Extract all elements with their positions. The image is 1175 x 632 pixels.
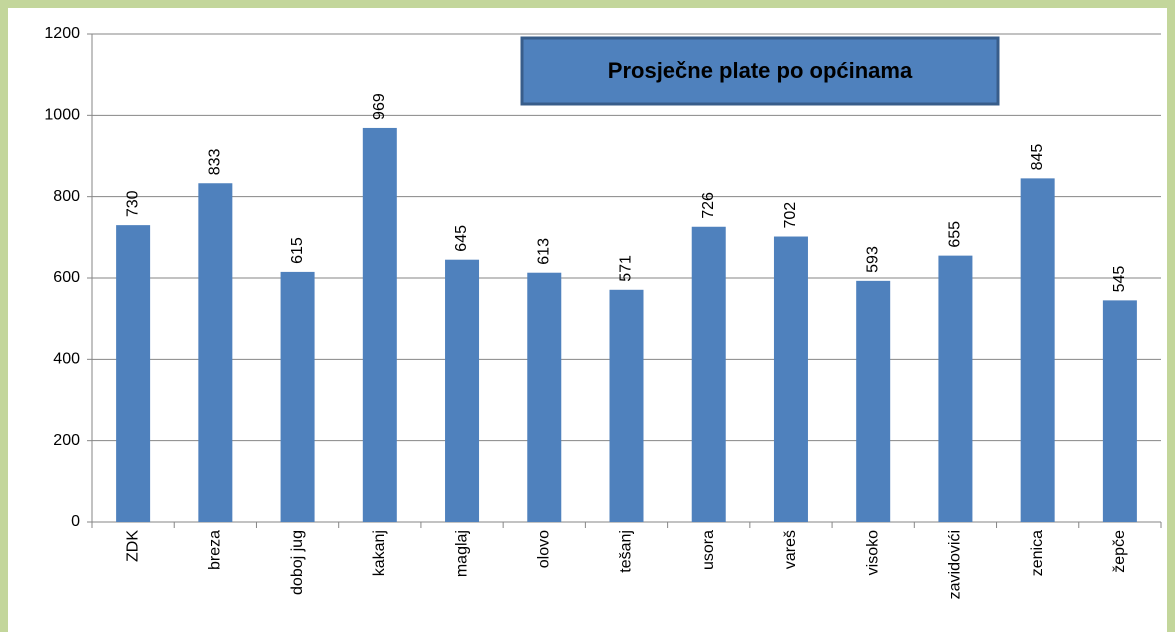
bar: [445, 259, 480, 522]
value-label: 969: [371, 93, 388, 120]
x-tick-label: breza: [207, 530, 224, 570]
y-tick-label: 0: [71, 513, 80, 530]
y-tick-label: 1000: [44, 107, 80, 124]
value-label: 655: [947, 221, 964, 248]
value-label: 726: [700, 192, 717, 219]
value-label: 645: [453, 225, 470, 252]
x-tick-label: žepče: [1111, 530, 1128, 573]
value-label: 545: [1111, 266, 1128, 293]
title-box: [520, 36, 1000, 106]
bar: [198, 183, 233, 522]
y-tick-label: 600: [53, 269, 80, 286]
y-tick-label: 1200: [44, 25, 80, 42]
value-label: 571: [618, 255, 635, 282]
x-tick-label: maglaj: [453, 530, 470, 577]
value-label: 845: [1029, 144, 1046, 171]
x-tick-label: doboj jug: [289, 530, 306, 595]
x-tick-label: vareš: [782, 530, 799, 569]
bar: [1020, 178, 1055, 522]
chart-title: Prosječne plate po općinama: [608, 58, 913, 83]
value-label: 615: [289, 237, 306, 264]
bar: [856, 280, 891, 522]
y-tick-label: 200: [53, 432, 80, 449]
value-label: 702: [782, 202, 799, 229]
x-tick-label: usora: [700, 530, 717, 570]
x-tick-label: ZDK: [124, 530, 141, 562]
bar: [773, 236, 808, 522]
x-tick-label: olovo: [535, 530, 552, 568]
value-label: 833: [207, 148, 224, 175]
bar: [1102, 300, 1137, 522]
bar: [938, 255, 973, 522]
x-tick-label: zenica: [1029, 530, 1046, 576]
bar: [280, 271, 315, 522]
x-tick-label: kakanj: [371, 530, 388, 576]
bar: [527, 272, 562, 522]
y-tick-label: 400: [53, 351, 80, 368]
y-tick-label: 800: [53, 188, 80, 205]
value-label: 593: [864, 246, 881, 273]
x-tick-label: tešanj: [618, 530, 635, 573]
x-tick-label: zavidovići: [947, 530, 964, 599]
bar: [116, 225, 151, 522]
x-tick-label: visoko: [864, 530, 881, 575]
bar: [362, 127, 397, 522]
bar: [609, 289, 644, 522]
value-label: 730: [124, 190, 141, 217]
bar: [691, 226, 726, 522]
value-label: 613: [535, 238, 552, 265]
